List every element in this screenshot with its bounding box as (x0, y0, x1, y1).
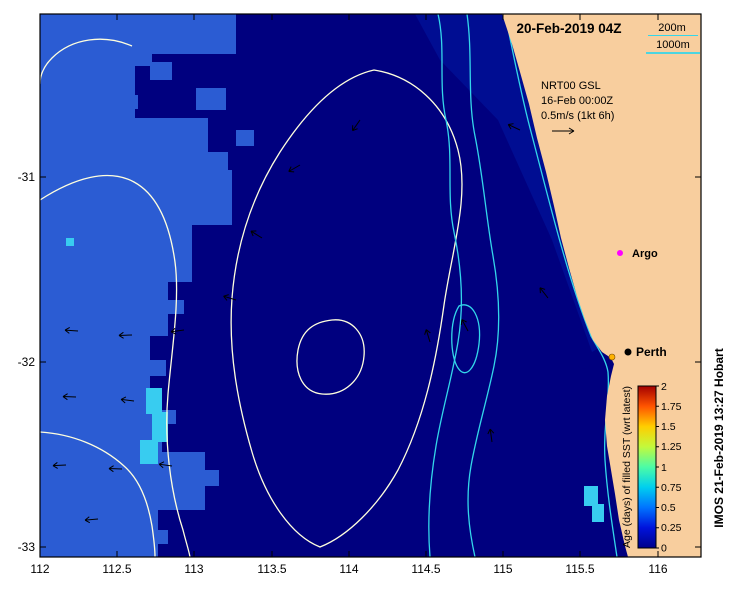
y-tick-label: -31 (18, 170, 36, 184)
legend-200m-label: 200m (658, 22, 686, 34)
islands (578, 363, 604, 387)
velocity-key-product: NRT00 GSL (541, 80, 601, 92)
x-axis-tick-labels: 112 112.5 113 113.5 114 114.5 115 115.5 … (30, 562, 667, 576)
y-axis-tick-labels: -31 -32 -33 (18, 170, 36, 554)
perth-marker-icon (624, 348, 632, 356)
colorbar-tick-label: 1.5 (661, 421, 676, 433)
depth-contour-200m (504, 14, 618, 557)
y-tick-label: -33 (18, 540, 36, 554)
x-tick-label: 115 (493, 562, 512, 576)
legend-1000m-label: 1000m (656, 39, 690, 51)
velocity-key-time: 16-Feb 00:00Z (541, 95, 613, 107)
credit-text: IMOS 21-Feb-2019 13:27 Hobart (712, 348, 726, 527)
x-tick-label: 114 (339, 562, 358, 576)
colorbar-tick-label: 1 (661, 462, 667, 474)
y-tick-label: -32 (18, 355, 36, 369)
colorbar-title: Age (days) of filled SST (wrt latest) (621, 386, 633, 548)
plot-frame (39, 13, 702, 558)
x-tick-label: 115.5 (565, 562, 594, 576)
colorbar-tick-label: 0 (661, 543, 667, 555)
argo-marker-icon (617, 250, 623, 256)
argo-label: Argo (632, 248, 658, 260)
perth-label: Perth (636, 345, 667, 359)
colorbar-tick-label: 2 (661, 381, 667, 393)
colorbar-tick-label: 0.5 (661, 502, 676, 514)
mooring-marker-icon (608, 353, 616, 361)
sst-age-patches-light (66, 238, 604, 522)
colorbar-tick-label: 0.75 (661, 482, 682, 494)
x-tick-label: 114.5 (411, 562, 440, 576)
colorbar-tick-label: 1.75 (661, 401, 682, 413)
velocity-key-arrow-icon (552, 127, 575, 135)
depth-contour-1000m (466, 14, 500, 557)
velocity-key-scale: 0.5m/s (1kt 6h) (541, 110, 614, 122)
x-tick-label: 112 (30, 562, 49, 576)
depth-contours (428, 14, 618, 557)
colorbar-tick-labels: 2 1.75 1.5 1.25 1 0.75 0.5 0.25 0 (661, 381, 682, 555)
colorbar (637, 385, 657, 549)
axis-tick-marks (39, 14, 701, 557)
colorbar-tick-label: 1.25 (661, 441, 682, 453)
x-tick-label: 116 (648, 562, 667, 576)
depth-contour-1000m (428, 14, 463, 557)
colorbar-ticks (656, 385, 659, 549)
gsl-contours (40, 38, 463, 557)
sst-age-band-medium (40, 14, 254, 557)
x-tick-label: 112.5 (102, 562, 131, 576)
colorbar-tick-label: 0.25 (661, 522, 682, 534)
map-title: 20-Feb-2019 04Z (516, 21, 621, 36)
x-tick-label: 113.5 (257, 562, 286, 576)
depth-contour-loop (451, 304, 481, 374)
x-tick-label: 113 (184, 562, 203, 576)
